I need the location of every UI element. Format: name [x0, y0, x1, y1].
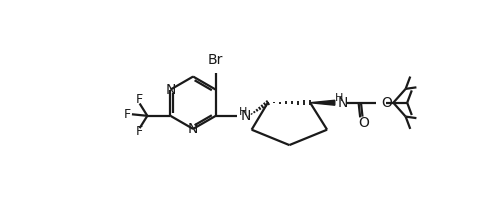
Text: N: N — [338, 96, 348, 110]
Text: O: O — [381, 96, 392, 110]
Text: H: H — [238, 107, 247, 117]
Text: N: N — [165, 83, 175, 97]
Text: F: F — [124, 108, 131, 121]
Text: N: N — [188, 122, 198, 136]
Text: F: F — [136, 125, 143, 139]
Text: F: F — [136, 93, 143, 106]
Text: Br: Br — [208, 53, 224, 67]
Polygon shape — [310, 100, 335, 105]
Text: H: H — [334, 93, 343, 103]
Text: O: O — [358, 116, 368, 130]
Text: N: N — [240, 109, 251, 123]
